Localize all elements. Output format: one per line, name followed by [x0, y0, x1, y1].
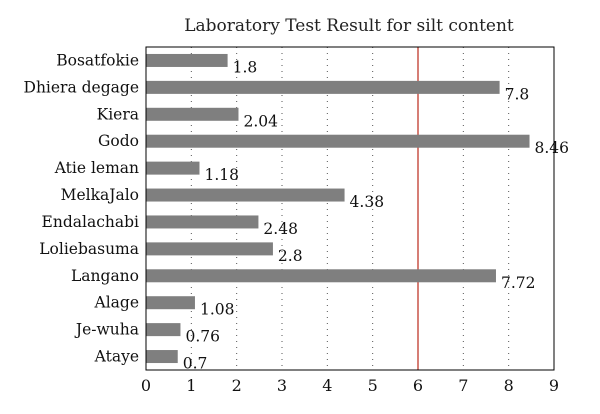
value-label: 4.38 — [350, 193, 385, 211]
bar — [146, 80, 500, 94]
category-label: Langano — [71, 267, 139, 285]
value-label: 0.76 — [185, 328, 220, 346]
bar — [146, 242, 273, 256]
plot-frame — [145, 46, 555, 371]
category-label: Bosatfokie — [56, 51, 139, 69]
value-label: 8.46 — [535, 139, 570, 157]
bar — [146, 350, 178, 364]
category-label: Dhiera degage — [24, 78, 139, 96]
x-tick-label: 1 — [186, 376, 196, 395]
category-label: Loliebasuma — [39, 240, 139, 258]
category-label: Endalachabi — [42, 213, 139, 231]
chart-title: Laboratory Test Result for silt content — [184, 16, 514, 36]
bar — [146, 296, 195, 310]
bar — [146, 269, 496, 283]
bar — [146, 134, 530, 148]
x-tick-label: 3 — [277, 376, 287, 395]
value-labels: 1.8 7.8 2.04 8.46 1.18 4.38 2.48 2.8 7.72 1.08 0.7… — [183, 58, 569, 372]
x-tick-label: 2 — [232, 376, 242, 395]
value-label: 2.8 — [278, 247, 303, 265]
value-label: 0.7 — [183, 355, 208, 373]
category-label: Atie leman — [54, 159, 139, 177]
value-label: 7.72 — [501, 274, 536, 292]
bar — [146, 53, 228, 67]
value-label: 1.08 — [200, 301, 235, 319]
bar — [146, 323, 181, 337]
x-tick-label: 7 — [458, 376, 468, 395]
bar — [146, 215, 259, 229]
value-label: 2.48 — [263, 220, 298, 238]
bars — [146, 53, 530, 364]
category-label: MelkaJalo — [61, 186, 139, 204]
x-tick-label: 8 — [504, 376, 514, 395]
category-label: Kiera — [97, 105, 139, 123]
bar — [146, 107, 239, 121]
value-label: 1.18 — [204, 166, 239, 184]
category-label: Godo — [98, 132, 139, 150]
value-label: 7.8 — [505, 85, 530, 103]
x-tick-labels: 0 1 2 3 4 5 6 7 8 9 — [141, 376, 559, 395]
value-label: 1.8 — [233, 58, 258, 76]
x-tick-label: 0 — [141, 376, 151, 395]
x-tick-label: 9 — [549, 376, 559, 395]
bar — [146, 188, 345, 202]
category-labels: Bosatfokie Dhiera degage Kiera Godo Atie lem… — [24, 51, 140, 365]
bar — [146, 161, 200, 175]
category-label: Ataye — [94, 348, 139, 366]
category-label: Je-wuha — [74, 321, 139, 339]
value-label: 2.04 — [243, 112, 278, 130]
x-tick-label: 5 — [368, 376, 378, 395]
x-tick-label: 6 — [413, 376, 423, 395]
category-label: Alage — [94, 294, 140, 312]
x-tick-label: 4 — [322, 376, 332, 395]
